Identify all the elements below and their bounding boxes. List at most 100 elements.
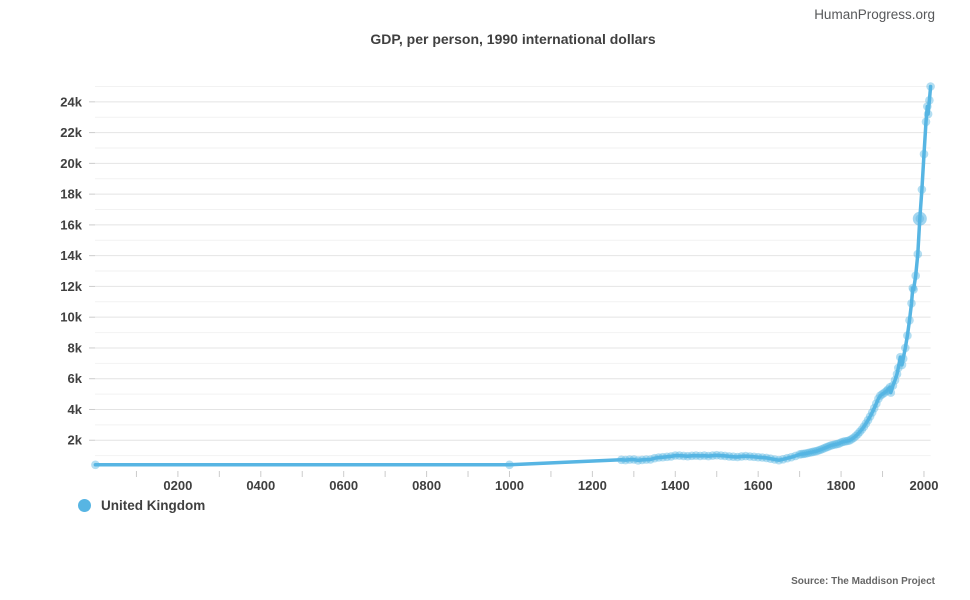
data-point[interactable] [818, 444, 827, 454]
data-point[interactable] [890, 375, 900, 385]
data-point[interactable] [883, 385, 893, 394]
data-point[interactable] [847, 435, 856, 444]
data-point[interactable] [905, 316, 914, 325]
data-point[interactable] [666, 452, 676, 461]
data-point[interactable] [876, 391, 885, 400]
data-point[interactable] [745, 452, 755, 461]
data-point[interactable] [855, 427, 864, 437]
data-point[interactable] [843, 436, 852, 446]
data-point[interactable] [828, 440, 838, 450]
data-point[interactable] [845, 436, 854, 445]
data-point[interactable] [683, 451, 692, 461]
data-point[interactable] [633, 456, 643, 465]
data-point[interactable] [824, 442, 833, 451]
data-point[interactable] [913, 249, 923, 259]
data-point[interactable] [782, 453, 792, 463]
data-point[interactable] [729, 452, 738, 462]
data-point[interactable] [898, 354, 908, 364]
data-point[interactable] [791, 451, 800, 461]
data-point[interactable] [809, 447, 819, 456]
data-point[interactable] [679, 451, 688, 461]
data-point[interactable] [807, 447, 817, 457]
data-point[interactable] [637, 455, 647, 465]
data-point[interactable] [901, 343, 910, 353]
data-point[interactable] [834, 439, 844, 448]
data-point[interactable] [851, 431, 860, 441]
data-point[interactable] [917, 185, 927, 194]
data-point[interactable] [838, 437, 848, 447]
data-point[interactable] [770, 455, 780, 464]
data-point[interactable] [836, 438, 846, 447]
data-point[interactable] [753, 452, 763, 462]
data-point[interactable] [646, 455, 655, 464]
data-point[interactable] [797, 449, 806, 459]
data-point[interactable] [814, 446, 823, 455]
data-point[interactable] [909, 285, 918, 294]
data-point[interactable] [908, 283, 918, 293]
data-point[interactable] [708, 451, 717, 460]
data-point[interactable] [658, 452, 668, 462]
data-point[interactable] [911, 271, 920, 281]
data-point[interactable] [505, 460, 514, 470]
data-point[interactable] [762, 453, 771, 463]
data-point[interactable] [650, 453, 659, 463]
data-point[interactable] [865, 412, 875, 421]
data-point[interactable] [691, 451, 701, 460]
data-point[interactable] [874, 394, 883, 404]
data-point[interactable] [820, 443, 829, 453]
data-point[interactable] [716, 451, 726, 460]
data-point[interactable] [654, 453, 663, 462]
data-point[interactable] [642, 455, 651, 464]
data-point[interactable] [919, 149, 929, 159]
data-point[interactable] [903, 331, 912, 340]
data-point-highlight[interactable] [912, 211, 927, 226]
data-point[interactable] [921, 117, 931, 127]
data-point[interactable] [880, 388, 889, 397]
data-point[interactable] [766, 454, 775, 464]
data-point[interactable] [894, 363, 903, 373]
data-point[interactable] [830, 440, 840, 449]
data-point[interactable] [897, 360, 907, 370]
data-point[interactable] [720, 451, 730, 461]
data-point[interactable] [787, 452, 796, 462]
data-point[interactable] [872, 399, 881, 408]
data-point[interactable] [888, 381, 898, 390]
data-point[interactable] [867, 408, 877, 417]
data-point[interactable] [857, 425, 867, 434]
data-point[interactable] [733, 452, 742, 462]
data-point[interactable] [840, 437, 850, 446]
data-point[interactable] [811, 446, 821, 456]
data-point[interactable] [801, 449, 811, 458]
data-point[interactable] [687, 451, 697, 461]
data-point[interactable] [863, 415, 873, 425]
data-point[interactable] [741, 451, 750, 461]
data-point[interactable] [758, 453, 767, 462]
data-point[interactable] [621, 455, 630, 465]
series-line-united-kingdom[interactable] [93, 84, 933, 467]
data-point[interactable] [712, 450, 721, 460]
data-point[interactable] [882, 386, 891, 396]
data-point[interactable] [799, 449, 809, 459]
data-point[interactable] [822, 442, 831, 452]
data-point[interactable] [925, 96, 934, 105]
data-point[interactable] [795, 450, 804, 459]
data-point[interactable] [774, 455, 784, 465]
data-point[interactable] [892, 369, 902, 379]
data-point[interactable] [885, 382, 895, 392]
data-point[interactable] [803, 448, 813, 458]
data-point[interactable] [662, 452, 672, 462]
data-point[interactable] [926, 82, 935, 91]
data-point[interactable] [849, 433, 858, 443]
data-point[interactable] [859, 422, 869, 432]
data-point[interactable] [907, 299, 916, 308]
data-point[interactable] [671, 451, 680, 460]
data-point[interactable] [617, 455, 626, 465]
data-point[interactable] [869, 403, 879, 413]
data-point[interactable] [625, 455, 634, 464]
data-point[interactable] [816, 445, 825, 455]
data-point[interactable] [704, 451, 713, 461]
data-point[interactable] [805, 448, 815, 457]
data-point[interactable] [724, 452, 734, 461]
data-point[interactable] [886, 388, 896, 397]
legend-item-united-kingdom[interactable]: United Kingdom [78, 498, 205, 513]
